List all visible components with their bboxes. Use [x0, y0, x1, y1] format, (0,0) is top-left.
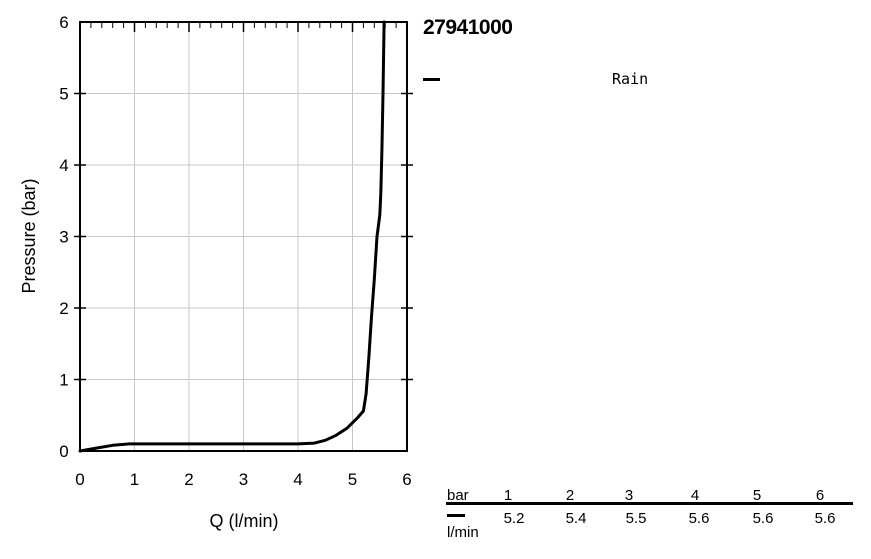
y-tick-label: 3	[59, 228, 68, 247]
table-header-cell: 2	[565, 487, 575, 504]
grid	[80, 22, 407, 451]
y-tick-label: 1	[59, 371, 68, 390]
y-axis-title: Pressure (bar)	[19, 178, 39, 293]
table-row-swatch	[447, 514, 465, 517]
legend-swatch	[423, 78, 440, 81]
table-header-cell: 5	[752, 487, 762, 504]
x-tick-label: 2	[184, 470, 193, 489]
table-header-unit: bar	[447, 487, 469, 504]
x-tick-label: 6	[402, 470, 411, 489]
plot-frame	[79, 21, 408, 452]
x-tick-label: 4	[293, 470, 302, 489]
y-tick-label: 6	[59, 13, 68, 32]
table-cell: 5.6	[814, 510, 836, 527]
table-header-cell: 6	[815, 487, 825, 504]
table-cell: 5.2	[503, 510, 525, 527]
table-cell: 5.6	[752, 510, 774, 527]
table-header-cell: 3	[624, 487, 634, 504]
x-tick-label: 3	[239, 470, 248, 489]
y-tick-label: 4	[59, 156, 68, 175]
table-rule	[446, 502, 853, 505]
tick-labels: 0 1 2 3 4 5 6 0 1 2 3 4 5 6	[59, 13, 411, 489]
y-tick-label: 0	[59, 442, 68, 461]
x-axis-title: Q (l/min)	[210, 511, 279, 531]
y-tick-label: 2	[59, 299, 68, 318]
table-header-cell: 4	[690, 487, 700, 504]
legend: Rain	[423, 68, 683, 92]
x-tick-label: 5	[348, 470, 357, 489]
table-cell: 5.4	[565, 510, 587, 527]
flow-table: bar 1 2 3 4 5 6 l/min 5.2 5.4 5.5 5.6 5.…	[446, 485, 854, 545]
table-cell: 5.6	[688, 510, 710, 527]
table-row-unit: l/min	[447, 524, 479, 541]
legend-label-rain: Rain	[612, 70, 649, 88]
product-code: 27941000	[423, 16, 513, 39]
y-tick-label: 5	[59, 85, 68, 104]
table-header-cell: 1	[503, 487, 513, 504]
x-tick-label: 1	[130, 470, 139, 489]
series-line-rain	[78, 20, 386, 453]
series-layer	[78, 20, 386, 453]
x-tick-label: 0	[75, 470, 84, 489]
table-cell: 5.5	[625, 510, 647, 527]
